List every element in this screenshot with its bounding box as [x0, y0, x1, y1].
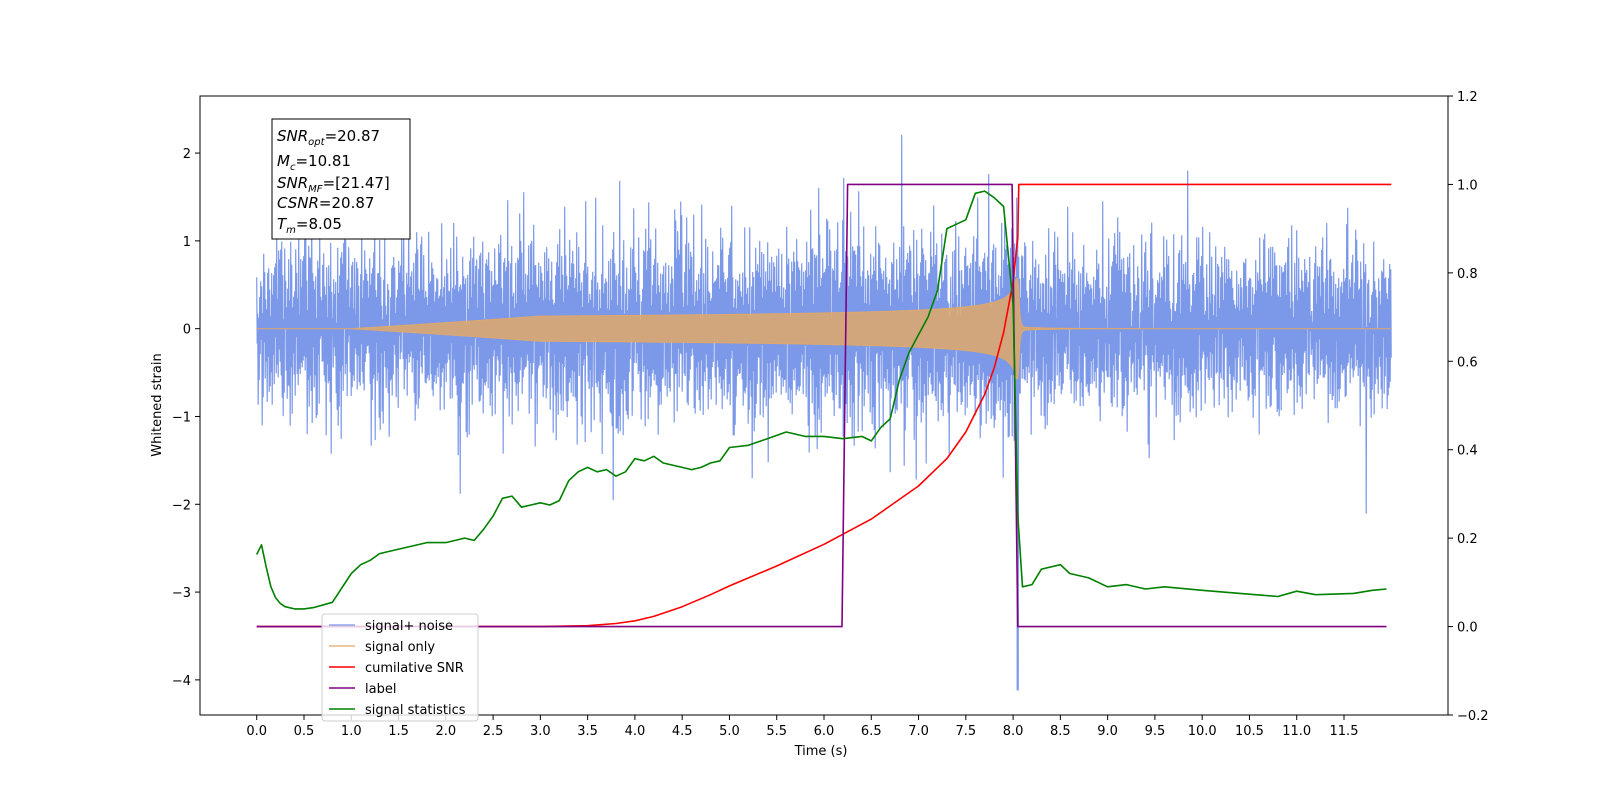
legend-entry-label: label [365, 682, 396, 697]
legend-frame [321, 613, 479, 722]
annotation-snr-opt: SNRopt=20.87 [277, 127, 380, 148]
y-tick-label: 1 [183, 235, 191, 250]
x-tick-label: 6.0 [814, 724, 835, 739]
x-tick-label: 1.0 [341, 724, 362, 739]
x-tick-label: 8.5 [1050, 724, 1071, 739]
annotation-csnr: CSNR=20.87 [277, 194, 374, 212]
y-axis-left: 2 1 0 −1 −2 −3 −4 [172, 147, 200, 689]
legend-entry-label: signal statistics [365, 703, 466, 718]
y-axis-label: Whitened strain [150, 353, 165, 456]
x-axis: 0.0 0.5 1.0 1.5 2.0 2.5 3.0 3.5 4.0 4.5 5.0 5.5 6.0 6… [246, 715, 1358, 739]
y2-tick-label: −0.2 [1457, 709, 1489, 724]
series-layer [255, 134, 1392, 691]
x-tick-label: 9.0 [1097, 724, 1118, 739]
x-tick-label: 3.5 [577, 724, 598, 739]
y2-tick-label: 0.0 [1457, 621, 1478, 636]
annotation-tm: Tm=8.05 [277, 215, 342, 236]
y-tick-label: −3 [172, 586, 191, 601]
x-axis-label: Time (s) [794, 744, 848, 759]
x-tick-label: 4.0 [625, 724, 646, 739]
x-tick-label: 5.0 [719, 724, 740, 739]
y-tick-label: −1 [172, 410, 191, 425]
legend-entry-label: signal+ noise [365, 619, 453, 634]
x-tick-label: 0.5 [294, 724, 315, 739]
x-tick-label: 8.0 [1003, 724, 1024, 739]
x-tick-label: 7.0 [908, 724, 929, 739]
legend-entry-label: cumilative SNR [365, 661, 464, 676]
y2-tick-label: 0.6 [1457, 355, 1478, 370]
y2-tick-label: 0.4 [1457, 444, 1478, 459]
series-signal-only-band [256, 278, 1391, 380]
x-tick-label: 10.0 [1188, 724, 1217, 739]
x-tick-label: 7.5 [955, 724, 976, 739]
y-tick-label: −2 [172, 498, 191, 513]
legend: signal+ noise signal only cumilative SNR la… [321, 613, 479, 722]
x-tick-label: 2.0 [435, 724, 456, 739]
y2-tick-label: 0.8 [1457, 267, 1478, 282]
y2-tick-label: 1.2 [1457, 90, 1478, 105]
y2-tick-label: 0.2 [1457, 532, 1478, 547]
y-tick-label: 0 [183, 323, 191, 338]
x-tick-label: 2.5 [483, 724, 504, 739]
x-tick-label: 11.5 [1330, 724, 1359, 739]
legend-entry-label: signal only [365, 640, 435, 655]
annotation-snr-mf: SNRMF=[21.47] [277, 174, 390, 195]
y-tick-label: −4 [172, 674, 191, 689]
y-tick-label: 2 [183, 147, 191, 162]
annotation-box: SNRopt=20.87 Mc=10.81 SNRMF=[21.47] CSNR… [271, 118, 411, 240]
series-signal-statisticsline [255, 190, 1387, 610]
x-tick-label: 10.5 [1235, 724, 1264, 739]
x-tick-label: 1.5 [388, 724, 409, 739]
x-tick-label: 11.0 [1282, 724, 1311, 739]
annotation-mc: Mc=10.81 [277, 152, 351, 173]
x-tick-label: 6.5 [861, 724, 882, 739]
x-tick-label: 4.5 [672, 724, 693, 739]
x-tick-label: 3.0 [530, 724, 551, 739]
series-labelline [256, 183, 1387, 628]
x-tick-label: 0.0 [246, 724, 267, 739]
x-tick-label: 5.5 [766, 724, 787, 739]
legend-items: signal+ noise signal only cumilative SNR la… [329, 619, 466, 718]
y-axis-right: 1.2 1.0 0.8 0.6 0.4 0.2 0.0 −0.2 [1448, 90, 1489, 724]
y2-tick-label: 1.0 [1457, 178, 1478, 193]
x-tick-label: 9.5 [1145, 724, 1166, 739]
